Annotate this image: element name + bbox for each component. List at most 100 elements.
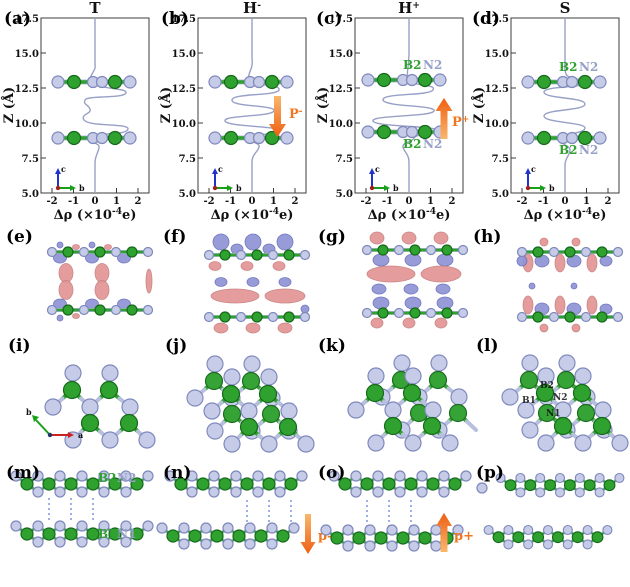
- svg-text:b: b: [393, 183, 399, 193]
- svg-text:-1: -1: [382, 196, 393, 207]
- plot-panel-b: H- 17.5 15.0 12.5 10.0 7.5 5.0 -2 -1 0 1…: [158, 0, 307, 223]
- svg-text:12.5: 12.5: [485, 84, 509, 95]
- isosurface-panel-f: [203, 233, 311, 334]
- polarization-label-c: P+: [452, 115, 469, 130]
- svg-text:17.5: 17.5: [485, 14, 509, 25]
- dipole-arrow-up-o: p+: [436, 513, 474, 552]
- svg-text:B2: B2: [559, 143, 578, 157]
- top-view-panel-j: [186, 355, 315, 453]
- plot-title-a: T: [89, 0, 101, 17]
- x-axis-ticks-c: -2 -1 0 1 2: [360, 196, 455, 207]
- plot-panel-c: H+ 17.5 15.0 12.5 10.0 7.5 5.0 -2 -1 0 1…: [315, 0, 469, 223]
- svg-text:B2: B2: [559, 60, 578, 74]
- charge-density-curve-c: [372, 18, 437, 193]
- panel-letter-i: (i): [8, 336, 31, 356]
- svg-text:-2: -2: [46, 196, 57, 207]
- svg-text:0: 0: [406, 196, 413, 207]
- atom-chain-bottom-d: [521, 130, 607, 146]
- svg-text:1: 1: [583, 196, 590, 207]
- svg-text:-2: -2: [360, 196, 371, 207]
- panel-letter-b: (b): [161, 9, 189, 29]
- x-axis-ticks-d: -2 -1 0 1 2: [516, 196, 611, 207]
- triad-up-label: b: [26, 407, 32, 417]
- y-axis-ticks-c: 17.5 15.0 12.5 10.0 7.5 5.0: [329, 14, 353, 200]
- layer-labels-c: B2 N2 B2 N2: [403, 58, 442, 151]
- atom-chain-top-c: [361, 72, 447, 88]
- svg-text:B1: B1: [98, 527, 117, 541]
- svg-text:b: b: [549, 183, 555, 193]
- honeycomb-front-layer-l: [517, 367, 629, 452]
- panel-letter-d: (d): [472, 9, 500, 29]
- y-axis-label-d: Z (Å): [471, 87, 487, 123]
- svg-text:-1: -1: [68, 196, 79, 207]
- plot-panel-d: S 17.5 15.0 12.5 10.0 7.5 5.0 -2 -1 0 1 …: [471, 0, 620, 223]
- atom-chain-top-a: [51, 74, 137, 90]
- charge-density-curve-a: [82, 18, 129, 193]
- svg-text:-2: -2: [516, 196, 527, 207]
- svg-text:B2: B2: [98, 471, 117, 485]
- atom-chain-top-b: [208, 74, 294, 90]
- layer-labels-m: B2 N2 B1 N1: [98, 471, 136, 541]
- svg-text:10.0: 10.0: [329, 119, 353, 130]
- svg-text:2: 2: [605, 196, 612, 207]
- panel-letter-a: (a): [4, 9, 32, 29]
- charge-density-curve-d: [543, 18, 586, 193]
- side-view-o: p+: [320, 470, 474, 552]
- svg-text:1: 1: [113, 196, 120, 207]
- side-view-row: B2 N2 B1 N1: [10, 470, 625, 554]
- atom-chain-bottom-a: [51, 130, 137, 146]
- panel-letter-n: (n): [163, 463, 192, 483]
- svg-text:-1: -1: [538, 196, 549, 207]
- lone-nitrogen-atom: [476, 482, 488, 494]
- top-view-panel-i: b a: [26, 364, 156, 449]
- svg-text:0: 0: [249, 196, 256, 207]
- isosurface-panel-e: [46, 241, 154, 322]
- plot-title-d: S: [560, 0, 571, 17]
- isosurface-blobs-e: [53, 241, 153, 322]
- iso-chain-bottom-h: [516, 311, 624, 323]
- x-axis-label-b: Δρ (×10-4e): [211, 207, 294, 223]
- svg-text:2: 2: [135, 196, 142, 207]
- svg-text:15.0: 15.0: [485, 49, 509, 60]
- side-view-p: [476, 472, 625, 550]
- top-view-panel-l: B2 N2 B1 N1: [501, 354, 629, 452]
- panel-letter-p: (p): [476, 463, 504, 483]
- svg-text:-1: -1: [225, 196, 236, 207]
- svg-text:7.5: 7.5: [492, 154, 509, 165]
- iso-chain-top-e: [46, 246, 154, 258]
- x-axis-label-d: Δρ (×10-4e): [524, 207, 607, 223]
- svg-text:1: 1: [427, 196, 434, 207]
- svg-text:15.0: 15.0: [15, 49, 39, 60]
- svg-text:N2: N2: [553, 393, 568, 403]
- svg-text:5.0: 5.0: [22, 189, 39, 200]
- axis-triad-b: c b: [212, 164, 242, 193]
- svg-text:N2: N2: [423, 58, 442, 72]
- atom-site-labels-l: B2 N2 B1 N1: [522, 381, 568, 419]
- svg-text:c: c: [218, 164, 223, 174]
- svg-text:7.5: 7.5: [336, 154, 353, 165]
- iso-chain-bottom-e: [46, 304, 154, 316]
- svg-text:10.0: 10.0: [485, 119, 509, 130]
- svg-text:b: b: [236, 183, 242, 193]
- polarization-label-b: P-: [289, 107, 303, 122]
- panel-letter-o: (o): [318, 463, 346, 483]
- svg-text:10.0: 10.0: [15, 119, 39, 130]
- y-axis-label-b: Z (Å): [158, 87, 174, 123]
- iso-chain-top-h: [516, 246, 624, 258]
- panel-letter-g: (g): [318, 227, 346, 247]
- svg-text:N2: N2: [579, 60, 598, 74]
- svg-text:2: 2: [292, 196, 299, 207]
- isosurface-panel-h: [516, 237, 624, 333]
- iso-chain-bottom-f: [203, 311, 311, 323]
- svg-text:B1: B1: [522, 396, 536, 406]
- svg-text:12.5: 12.5: [172, 84, 196, 95]
- svg-text:17.5: 17.5: [172, 14, 196, 25]
- svg-text:5.0: 5.0: [179, 189, 196, 200]
- triad-right-label: a: [78, 430, 83, 440]
- side-view-m: B2 N2 B1 N1: [10, 470, 154, 548]
- panel-letter-k: (k): [318, 336, 346, 356]
- svg-text:-2: -2: [203, 196, 214, 207]
- panel-letter-e: (e): [6, 227, 33, 247]
- isosurface-panel-g: [361, 231, 469, 329]
- iso-chain-top-f: [203, 249, 311, 261]
